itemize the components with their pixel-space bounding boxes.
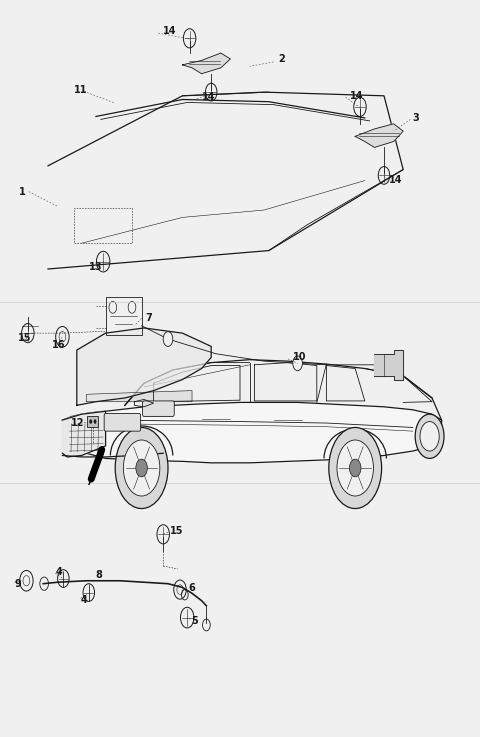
Circle shape bbox=[89, 419, 92, 424]
Text: 14: 14 bbox=[350, 91, 364, 101]
Polygon shape bbox=[62, 402, 442, 463]
FancyBboxPatch shape bbox=[143, 401, 174, 416]
Text: 8: 8 bbox=[95, 570, 102, 580]
Polygon shape bbox=[62, 411, 106, 457]
Text: 4: 4 bbox=[81, 595, 87, 605]
FancyBboxPatch shape bbox=[104, 413, 141, 431]
Polygon shape bbox=[77, 328, 211, 405]
Text: 1: 1 bbox=[19, 186, 26, 197]
Text: 16: 16 bbox=[52, 340, 65, 350]
Text: 12: 12 bbox=[71, 418, 84, 428]
Text: 5: 5 bbox=[191, 615, 198, 626]
Text: 7: 7 bbox=[145, 313, 152, 324]
Text: 4: 4 bbox=[55, 567, 62, 577]
Circle shape bbox=[415, 414, 444, 458]
Text: 2: 2 bbox=[278, 54, 285, 64]
Text: 14: 14 bbox=[163, 26, 177, 36]
Text: 15: 15 bbox=[169, 525, 183, 536]
Text: 14: 14 bbox=[202, 92, 215, 102]
Circle shape bbox=[349, 459, 361, 477]
Circle shape bbox=[136, 459, 147, 477]
Text: 15: 15 bbox=[18, 332, 32, 343]
Text: 11: 11 bbox=[74, 85, 88, 95]
Circle shape bbox=[163, 332, 173, 346]
Polygon shape bbox=[374, 350, 403, 380]
Text: 14: 14 bbox=[389, 175, 402, 185]
Text: 6: 6 bbox=[188, 583, 195, 593]
Circle shape bbox=[123, 440, 160, 496]
Text: 9: 9 bbox=[14, 579, 21, 590]
Circle shape bbox=[94, 419, 96, 424]
Circle shape bbox=[329, 427, 382, 509]
Circle shape bbox=[293, 356, 302, 371]
Text: 3: 3 bbox=[413, 113, 420, 123]
Circle shape bbox=[420, 422, 439, 451]
Text: 10: 10 bbox=[293, 352, 306, 363]
Polygon shape bbox=[89, 448, 103, 485]
Polygon shape bbox=[182, 53, 230, 74]
Circle shape bbox=[337, 440, 373, 496]
Polygon shape bbox=[86, 391, 192, 402]
Text: 13: 13 bbox=[89, 262, 102, 272]
Polygon shape bbox=[355, 124, 403, 147]
Circle shape bbox=[115, 427, 168, 509]
FancyBboxPatch shape bbox=[87, 416, 98, 427]
